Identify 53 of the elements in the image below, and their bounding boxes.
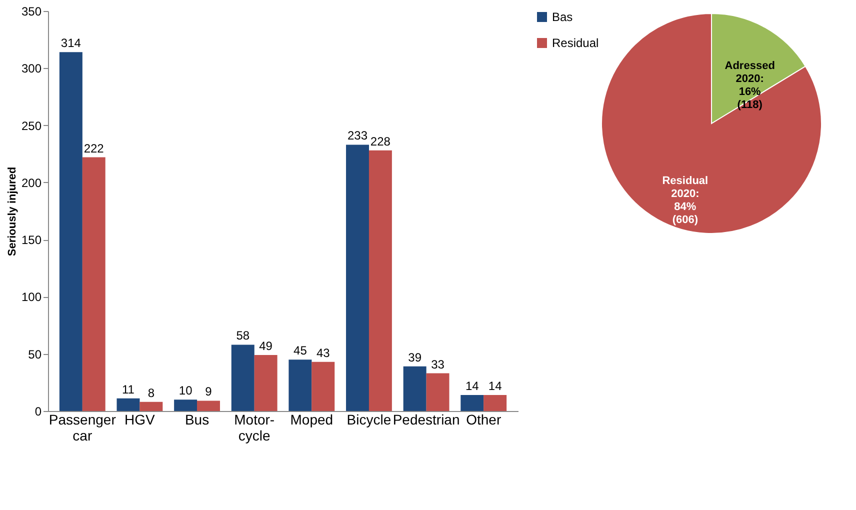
legend-label: Residual [552, 36, 599, 50]
data-label: 233 [347, 128, 368, 143]
data-label: 49 [259, 339, 273, 353]
data-label: 9 [205, 384, 212, 399]
y-tick-label: 200 [21, 176, 42, 190]
x-tick-label: HGV [124, 412, 156, 428]
data-label: 228 [370, 134, 391, 148]
y-tick-label: 0 [34, 404, 42, 418]
x-tick-label: Other [466, 412, 502, 428]
bar [82, 157, 106, 411]
bar [174, 400, 198, 411]
slice-label: Residual 2020: 84% (606) [662, 175, 708, 226]
bar [288, 360, 312, 411]
bar [254, 355, 278, 411]
x-tick-label: Pedestrian [392, 412, 460, 428]
data-label: 43 [316, 346, 330, 360]
bar [346, 144, 370, 411]
y-tick-label: 50 [28, 347, 42, 362]
bar [312, 362, 335, 411]
pie-slice [601, 13, 822, 234]
x-tick-label: Motor-cycle [234, 412, 275, 444]
y-axis-title: Seriously injured [6, 166, 18, 256]
bar [368, 150, 392, 411]
bar [403, 366, 426, 411]
x-tick-label: Passenger car [48, 412, 116, 444]
data-label: 8 [148, 386, 155, 400]
x-tick-label: Moped [290, 412, 334, 428]
data-label: 45 [294, 344, 308, 358]
bar [196, 400, 220, 411]
data-label: 10 [178, 384, 193, 398]
data-label: 222 [84, 141, 104, 156]
bar [59, 52, 82, 411]
data-label: 314 [60, 36, 82, 50]
y-tick-label: 300 [21, 62, 42, 76]
bar [116, 398, 140, 411]
bar [460, 395, 484, 411]
x-tick-label: Bus [184, 412, 210, 428]
bar [231, 344, 254, 411]
bar [426, 373, 450, 411]
bar [484, 395, 507, 411]
y-tick-label: 350 [21, 4, 42, 18]
y-tick-label: 150 [21, 233, 42, 248]
x-tick-label: Bicycle [346, 412, 392, 428]
data-label: 33 [431, 357, 445, 372]
data-label: 58 [236, 328, 250, 343]
y-tick-label: 100 [21, 290, 42, 304]
data-label: 11 [122, 382, 135, 396]
legend-label: Bas [552, 10, 573, 24]
data-label: 14 [488, 379, 502, 393]
y-tick-label: 250 [21, 118, 42, 133]
data-label: 14 [465, 379, 480, 393]
bar [140, 402, 163, 411]
data-label: 39 [408, 350, 422, 364]
